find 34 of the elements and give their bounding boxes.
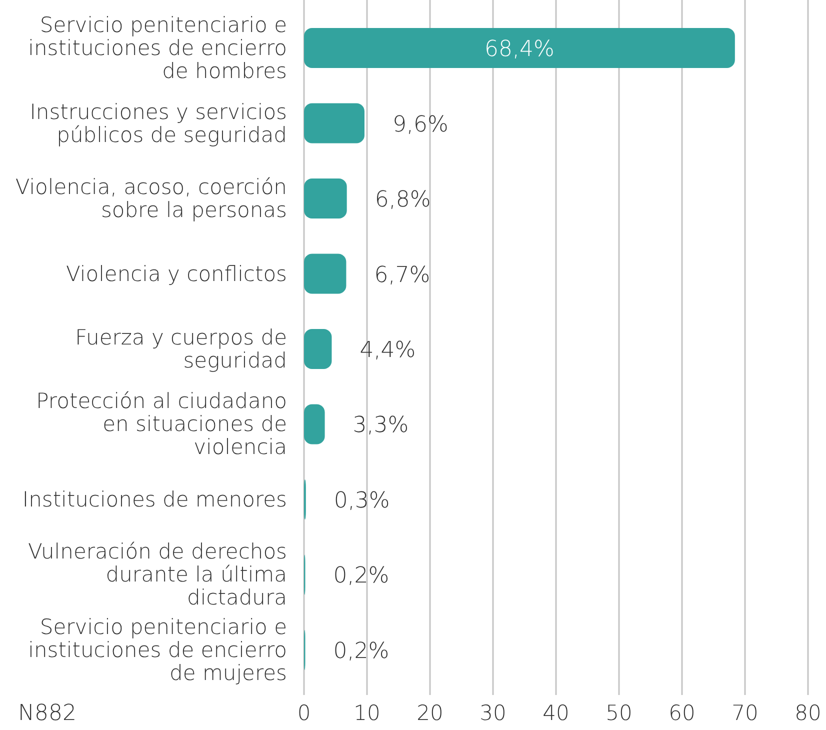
data-label: 9,6% bbox=[392, 112, 448, 138]
data-label: 3,3% bbox=[352, 413, 409, 438]
y-tick-label: Violencia, acoso, coerción sobre la personas bbox=[15, 175, 287, 222]
y-tick-label: Servicio penitenciario e instituciones de encierro de mujeres bbox=[28, 615, 287, 685]
x-tick-label: 20 bbox=[416, 700, 444, 725]
bar bbox=[304, 254, 346, 294]
x-tick-label: 50 bbox=[606, 700, 632, 725]
x-tick-label: 0 bbox=[297, 700, 311, 725]
x-tick-label: 70 bbox=[732, 700, 758, 725]
data-label: 0,3% bbox=[334, 488, 390, 514]
y-tick-label: Instituciones de menores bbox=[22, 488, 287, 512]
x-tick-label: 80 bbox=[794, 700, 822, 725]
y-tick-label: Violencia y conflictos bbox=[66, 262, 287, 286]
x-tick-label: 30 bbox=[480, 700, 506, 725]
x-tick-label: 40 bbox=[542, 700, 570, 725]
x-tick-label: 60 bbox=[668, 700, 696, 725]
y-tick-label: Instrucciones y servicios públicos de seguridad bbox=[30, 100, 287, 147]
text: N882 bbox=[18, 701, 76, 726]
y-tick-label: Servicio penitenciario e instituciones de encierro de hombres bbox=[28, 13, 287, 83]
x-tick-label: 10 bbox=[354, 700, 380, 725]
bar bbox=[304, 178, 347, 218]
data-label: 6,7% bbox=[374, 262, 430, 288]
data-label: 4,4% bbox=[360, 338, 416, 363]
bar bbox=[304, 404, 325, 444]
bar bbox=[304, 103, 364, 144]
bar bbox=[304, 28, 735, 68]
data-label: 6,8% bbox=[374, 188, 431, 212]
data-label: 0,2% bbox=[333, 639, 390, 664]
y-tick-label: Protección al ciudadano en situaciones de violencia bbox=[36, 389, 287, 460]
bar bbox=[304, 329, 332, 369]
data-label: 68,4% bbox=[484, 37, 554, 62]
y-tick-label: Vulneración de derechos durante la última dictadura bbox=[28, 540, 287, 610]
y-tick-label: Fuerza y cuerpos de seguridad bbox=[75, 326, 287, 372]
data-label: 0,2% bbox=[333, 564, 390, 589]
